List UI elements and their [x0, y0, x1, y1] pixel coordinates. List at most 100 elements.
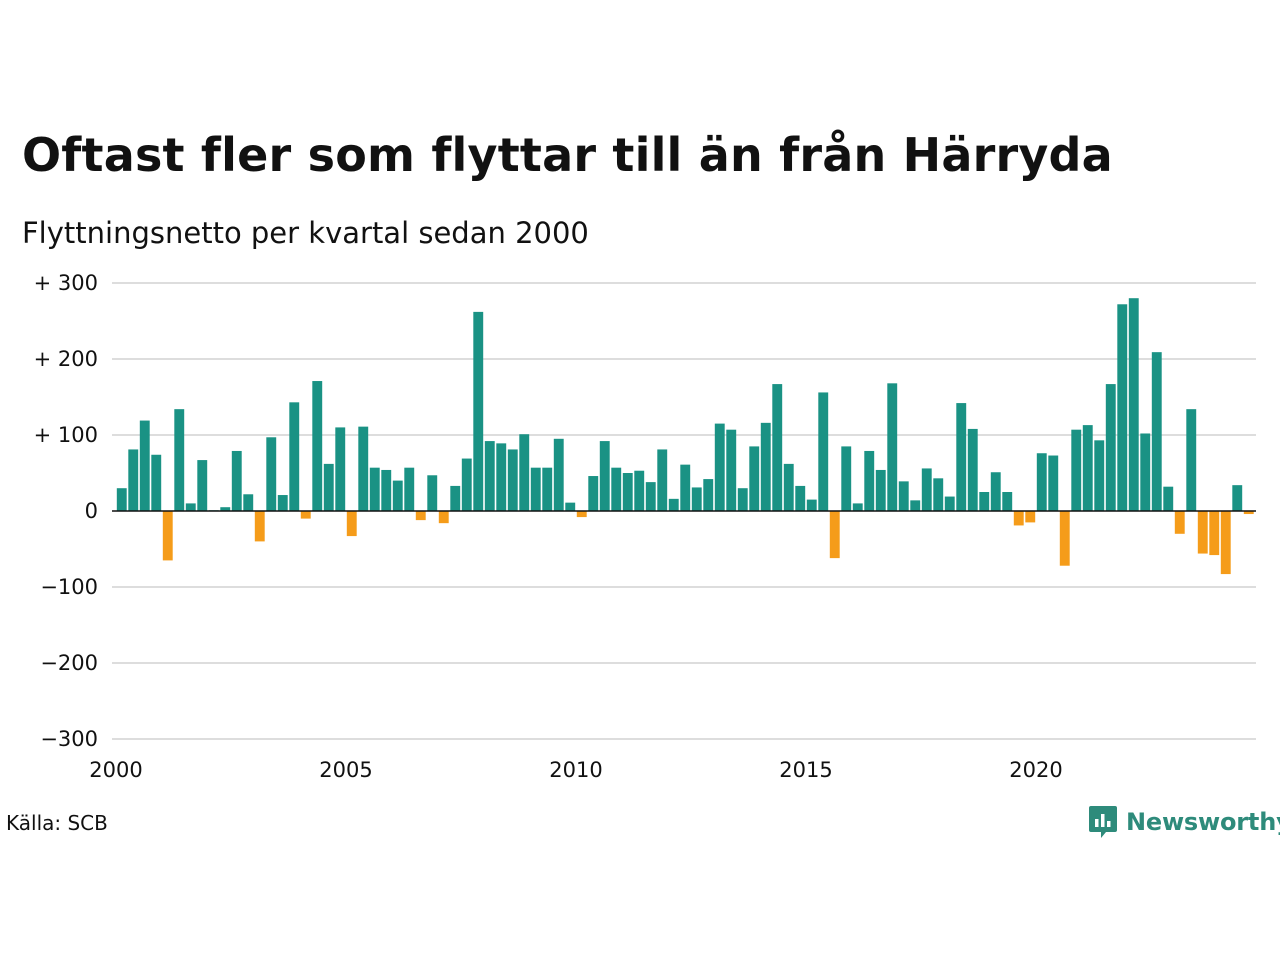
x-tick-label: 2020 [1009, 758, 1062, 782]
bar [1174, 511, 1185, 534]
bar [542, 467, 553, 511]
bar [1220, 511, 1231, 575]
y-tick-label: + 200 [34, 347, 98, 371]
bar [461, 458, 472, 511]
bar [519, 434, 530, 511]
bar-chart: + 300 + 200 + 100 0 −100 −200 −300 2000 2005 2010… [34, 271, 1256, 782]
bar [427, 475, 438, 511]
bar [1151, 352, 1162, 511]
bar [680, 464, 691, 511]
bar [450, 485, 461, 511]
bar [1071, 429, 1082, 511]
bar [1025, 511, 1036, 523]
bar [818, 392, 829, 511]
bar [634, 470, 645, 511]
bar [254, 511, 265, 542]
bar [979, 492, 990, 511]
bar [1209, 511, 1220, 556]
gridlines [112, 282, 1256, 740]
brand-name: Newsworthy [1126, 808, 1280, 836]
bar [910, 500, 921, 511]
bar [116, 488, 127, 511]
bar [300, 511, 311, 519]
bar [289, 402, 300, 511]
bar [875, 469, 886, 511]
bar [392, 480, 403, 511]
chart-title: Oftast fler som flyttar till än från Här… [22, 128, 1113, 182]
x-tick-label: 2005 [319, 758, 372, 782]
bar [381, 469, 392, 511]
bar [1128, 298, 1139, 511]
bar [128, 449, 139, 511]
y-tick-label: 0 [85, 499, 98, 523]
bar [473, 311, 484, 511]
y-tick-label: + 100 [34, 423, 98, 447]
bar [841, 446, 852, 511]
x-tick-label: 2015 [779, 758, 832, 782]
x-tick-label: 2000 [89, 758, 142, 782]
bar [760, 422, 771, 511]
bar [220, 507, 231, 511]
bar [1197, 511, 1208, 554]
bar [645, 482, 656, 511]
bar [611, 467, 622, 511]
bar [852, 503, 863, 511]
bar [1140, 433, 1151, 511]
newsworthy-logo-icon [1089, 806, 1117, 838]
axes: + 300 + 200 + 100 0 −100 −200 −300 2000 2005 2010… [34, 271, 1256, 782]
bar [1013, 511, 1024, 526]
bar [691, 487, 702, 511]
bar [1186, 409, 1197, 511]
bar [312, 381, 323, 511]
bar [197, 460, 208, 511]
bar [415, 511, 426, 521]
bar [231, 450, 242, 511]
bar [622, 473, 633, 511]
bar [1059, 511, 1070, 566]
bar [795, 485, 806, 511]
bar [657, 449, 668, 511]
bar [185, 503, 196, 511]
bar [1163, 486, 1174, 511]
y-tick-label: −100 [40, 575, 98, 599]
bar [668, 498, 679, 511]
bar [335, 427, 346, 511]
bar [576, 511, 587, 518]
bar [944, 496, 955, 511]
bar [703, 479, 714, 511]
bar [438, 511, 449, 524]
bar [553, 438, 564, 511]
bar [864, 450, 875, 511]
bar [1082, 425, 1093, 511]
bar [1117, 304, 1128, 511]
bar [1036, 453, 1047, 511]
y-tick-label: −300 [40, 727, 98, 751]
bar [139, 420, 150, 511]
bar [990, 472, 1001, 511]
bar [898, 481, 909, 511]
bar [772, 384, 783, 511]
source-note: Källa: SCB [6, 811, 108, 835]
chart-subtitle: Flyttningsnetto per kvartal sedan 2000 [22, 216, 589, 250]
bar [599, 441, 610, 511]
bar [1232, 485, 1243, 511]
bar [1105, 384, 1116, 511]
bar [151, 454, 162, 511]
bars [116, 298, 1254, 575]
brand-logo[interactable]: Newsworthy [1088, 804, 1280, 840]
bar [243, 494, 254, 511]
bar [358, 426, 369, 511]
bar [1002, 492, 1013, 511]
bar [484, 441, 495, 511]
bar [496, 443, 507, 511]
y-tick-label: −200 [40, 651, 98, 675]
bar [346, 511, 357, 537]
bar [277, 495, 288, 511]
bar [967, 428, 978, 511]
bar [783, 463, 794, 511]
bar [887, 383, 898, 511]
bar [806, 499, 817, 511]
bar [266, 437, 277, 511]
bar [404, 467, 415, 511]
bar [714, 423, 725, 511]
